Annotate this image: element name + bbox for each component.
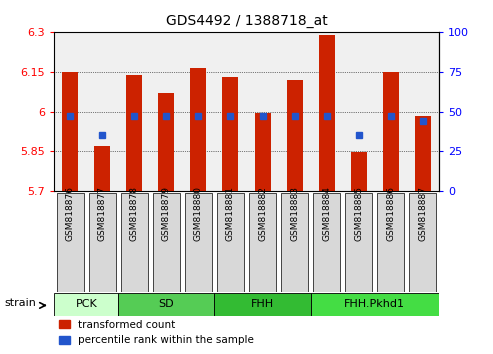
Bar	[377, 193, 404, 292]
Text: SD: SD	[159, 299, 174, 309]
Bar	[217, 193, 244, 292]
Text: strain: strain	[4, 298, 36, 308]
Bar	[185, 193, 212, 292]
Legend: transformed count, percentile rank within the sample: transformed count, percentile rank withi…	[60, 320, 254, 345]
Bar	[311, 293, 439, 316]
Bar	[190, 68, 207, 191]
Bar	[383, 72, 399, 191]
Text: GSM818886: GSM818886	[386, 185, 395, 240]
Bar	[409, 193, 436, 292]
Bar	[62, 72, 78, 191]
Text: GSM818885: GSM818885	[354, 185, 363, 240]
Text: GSM818877: GSM818877	[98, 185, 107, 240]
Bar	[318, 35, 335, 191]
Bar	[89, 193, 116, 292]
Bar	[121, 193, 148, 292]
Text: GSM818884: GSM818884	[322, 185, 331, 240]
Bar	[415, 116, 431, 191]
Bar	[222, 77, 239, 191]
Text: GSM818878: GSM818878	[130, 185, 139, 240]
Text: FHH.Pkhd1: FHH.Pkhd1	[344, 299, 405, 309]
Bar	[153, 193, 180, 292]
Bar	[345, 193, 372, 292]
Text: PCK: PCK	[75, 299, 97, 309]
Bar	[281, 193, 308, 292]
Bar	[286, 80, 303, 191]
Text: GSM818883: GSM818883	[290, 185, 299, 240]
Bar	[126, 75, 142, 191]
Bar	[57, 193, 84, 292]
Text: FHH: FHH	[251, 299, 274, 309]
Text: GSM818876: GSM818876	[66, 185, 75, 240]
Text: GSM818887: GSM818887	[418, 185, 427, 240]
Bar	[254, 113, 271, 191]
Text: GSM818880: GSM818880	[194, 185, 203, 240]
Text: GSM818879: GSM818879	[162, 185, 171, 240]
Bar	[351, 152, 367, 191]
Title: GDS4492 / 1388718_at: GDS4492 / 1388718_at	[166, 14, 327, 28]
Bar	[249, 193, 276, 292]
Bar	[94, 146, 110, 191]
Bar	[158, 93, 175, 191]
Bar	[313, 193, 340, 292]
Bar	[214, 293, 311, 316]
Bar	[54, 293, 118, 316]
Bar	[118, 293, 214, 316]
Text: GSM818882: GSM818882	[258, 185, 267, 240]
Text: GSM818881: GSM818881	[226, 185, 235, 240]
